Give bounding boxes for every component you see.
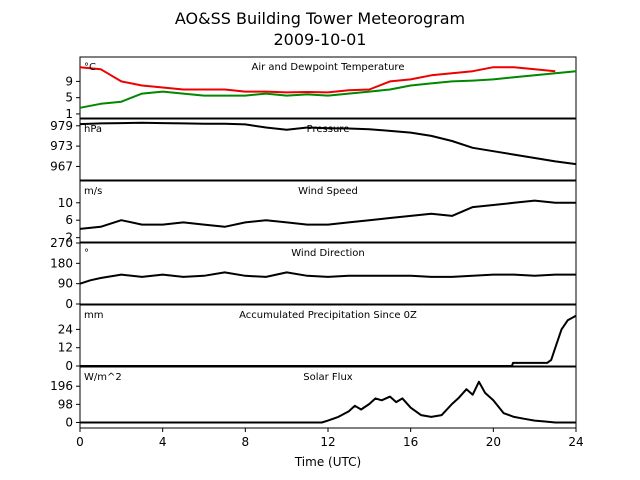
- panel-title: Wind Direction: [291, 248, 365, 259]
- y-tick-label: 2: [65, 231, 73, 245]
- panel-frame: [79, 242, 577, 305]
- figure-title-line2: 2009-10-01: [274, 30, 367, 49]
- x-tick-label: 12: [320, 435, 335, 449]
- x-tick-label: 20: [486, 435, 501, 449]
- panel-2: 2 6 10 Wind Speed m/s: [58, 180, 577, 245]
- x-tick-label: 24: [568, 435, 583, 449]
- y-tick-label: 180: [50, 256, 73, 270]
- y-tick-label: 10: [58, 196, 73, 210]
- x-tick-label: 8: [242, 435, 250, 449]
- x-tick-label: 4: [159, 435, 167, 449]
- panel-0: 1 5 9 Air and Dewpoint Temperature °C: [65, 56, 577, 121]
- panel-frame: [79, 56, 577, 119]
- y-tick-label: 98: [58, 397, 73, 411]
- panel-5: 0 98 196 Solar Flux W/m^2: [50, 366, 577, 429]
- panel-title: Pressure: [307, 124, 350, 135]
- panel-unit: W/m^2: [84, 372, 122, 383]
- y-tick-label: 979: [50, 119, 73, 133]
- y-tick-label: 9: [65, 74, 73, 88]
- series-line-1: [79, 70, 577, 109]
- panel-3: 0 90 180 270 Wind Direction °: [50, 236, 577, 311]
- panel-unit: m/s: [84, 186, 102, 197]
- y-tick-label: 1: [65, 107, 73, 121]
- x-tick-label: 16: [403, 435, 418, 449]
- y-tick-label: 5: [65, 91, 73, 105]
- panel-title: Solar Flux: [303, 372, 353, 383]
- panel-title: Air and Dewpoint Temperature: [252, 62, 405, 73]
- series-line-0: [79, 66, 556, 94]
- y-tick-label: 967: [50, 159, 73, 173]
- panel-unit: °C: [84, 62, 96, 73]
- y-tick-label: 90: [58, 277, 73, 291]
- panel-1: 967 973 979 Pressure hPa: [50, 118, 577, 181]
- x-axis: 0 4 8 12 16 20 24: [76, 428, 584, 449]
- y-tick-label: 0: [65, 297, 73, 311]
- y-tick-label: 6: [65, 213, 73, 227]
- panel-unit: mm: [84, 310, 103, 321]
- y-tick-label: 973: [50, 139, 73, 153]
- panel-frame: [79, 180, 577, 243]
- panel-frame: [79, 118, 577, 181]
- x-tick-label: 0: [76, 435, 84, 449]
- series-line-0: [79, 199, 576, 230]
- y-tick-label: 0: [65, 415, 73, 429]
- y-tick-label: 196: [50, 379, 73, 393]
- y-tick-label: 24: [58, 322, 73, 336]
- y-tick-label: 12: [58, 341, 73, 355]
- figure-title-line1: AO&SS Building Tower Meteorogram: [175, 9, 465, 28]
- panel-unit: °: [84, 248, 89, 259]
- x-axis-label: Time (UTC): [294, 455, 361, 469]
- panel-unit: hPa: [84, 124, 102, 135]
- panel-title: Accumulated Precipitation Since 0Z: [239, 310, 417, 321]
- panel-title: Wind Speed: [298, 186, 358, 197]
- y-tick-label: 270: [50, 236, 73, 250]
- panel-4: 0 12 24 Accumulated Precipitation Since 0Z m…: [58, 304, 577, 373]
- series-line-0: [79, 121, 577, 166]
- y-tick-label: 0: [65, 359, 73, 373]
- series-line-0: [80, 380, 576, 424]
- series-line-0: [79, 271, 576, 285]
- series-line-0: [80, 314, 577, 367]
